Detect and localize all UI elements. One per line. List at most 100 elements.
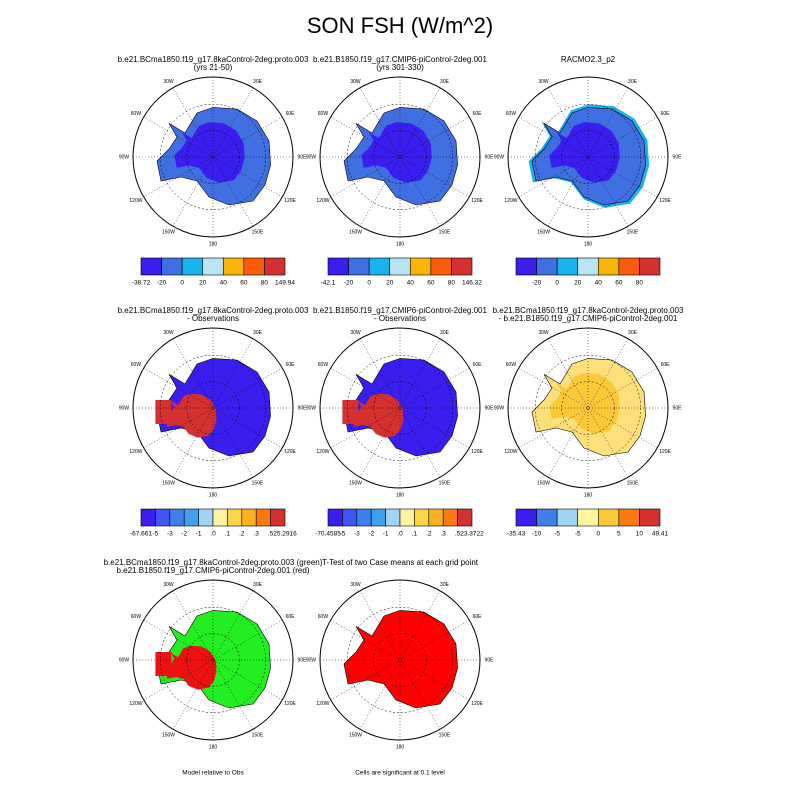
panel-title: - Observations (187, 314, 239, 323)
longitude-label: 90E (298, 405, 308, 411)
longitude-label: 90W (119, 154, 130, 160)
colorbar-label: 25.2916 (273, 531, 297, 538)
panel-title: b.e21.B1850.f19_g17.CMIP6-piControl-2deg… (313, 55, 487, 64)
longitude-label: 30W (538, 330, 549, 336)
longitude-label: 150E (627, 230, 639, 236)
colorbar-box (409, 257, 432, 276)
colorbar-label: .3 (253, 531, 259, 538)
longitude-label: 120W (504, 198, 517, 204)
colorbar-label: 0 (555, 280, 559, 287)
colorbar-box (140, 508, 156, 527)
longitude-label: 120W (316, 198, 329, 204)
colorbar-label: -3 (354, 531, 360, 538)
colorbar-label: 40 (407, 280, 415, 287)
colorbar-label: .5 (268, 531, 274, 538)
panel-title: b.e21.BCma1850.f19_g17.8kaControl-2deg.p… (493, 306, 684, 315)
longitude-label: 30E (253, 79, 263, 85)
longitude-label: 180 (209, 492, 218, 498)
colorbar-box (556, 257, 579, 276)
colorbar-label: 60 (615, 280, 623, 287)
longitude-label: 150W (162, 230, 175, 236)
colorbar-box (414, 508, 430, 527)
colorbar-label: 80 (448, 280, 456, 287)
latitude-circle (373, 130, 427, 184)
colorbar-label: -67.661 (130, 531, 152, 538)
panel-title: - Observations (374, 314, 426, 323)
longitude-label: 120E (471, 198, 483, 204)
colorbar-box (515, 257, 537, 276)
colorbar-box (428, 508, 444, 527)
longitude-label: 90W (306, 154, 317, 160)
colorbar-label: -5 (153, 531, 159, 538)
panel-title: b.e21.B1850.f19_g17.CMIP6-piControl-2deg… (313, 306, 487, 315)
longitude-label: 30W (163, 330, 174, 336)
longitude-label: 90E (485, 154, 495, 160)
map-border (319, 76, 481, 238)
longitude-label: 30E (440, 79, 450, 85)
colorbar-box (342, 508, 358, 527)
colorbar-label: 20 (574, 280, 582, 287)
colorbar-label: 40 (595, 280, 603, 287)
longitude-label: 150E (252, 481, 264, 487)
longitude-label: 60E (473, 111, 483, 117)
colorbar-box (327, 257, 349, 276)
colorbar-box (618, 257, 640, 276)
longitude-label: 150E (439, 733, 451, 739)
longitude-label: 60E (286, 362, 296, 368)
longitude-label: 60W (318, 362, 329, 368)
longitude-label: 150W (162, 481, 175, 487)
land-west (165, 645, 217, 690)
map-fill (343, 107, 458, 206)
map-border (507, 76, 669, 238)
map-panel: RACMO2.3_p2 30E 60E 90E 120E 150E 180 150W 120W 9… (494, 55, 682, 287)
colorbar-label: -20 (344, 280, 354, 287)
colorbar-box (348, 257, 370, 276)
longitude-label: 30E (628, 79, 638, 85)
latitude-circle (186, 130, 240, 184)
colorbar-box (140, 257, 162, 276)
longitude-label: 150E (627, 481, 639, 487)
colorbar-label: 60 (240, 280, 248, 287)
longitude-label: 120E (471, 701, 483, 707)
map-panel: T-Test of two Case means at each grid po… (306, 558, 494, 777)
colorbar-box (181, 257, 204, 276)
longitude-label: 60E (661, 362, 671, 368)
map-panel: b.e21.BCma1850.f19_g17.8kaControl-2deg.p… (104, 558, 323, 777)
colorbar-box (368, 257, 391, 276)
map-panel: b.e21.BCma1850.f19_g17.8kaControl-2deg.p… (118, 55, 309, 287)
colorbar-label: 0 (596, 531, 600, 538)
colorbar-box (536, 508, 558, 527)
colorbar-label: 23.3722 (460, 531, 484, 538)
map-fill (342, 358, 458, 457)
colorbar-box (264, 257, 286, 276)
map-fill (528, 104, 650, 208)
colorbar-box (451, 257, 473, 276)
colorbar-box (183, 508, 199, 527)
colorbar-label: -20 (157, 280, 167, 287)
panel-title: b.e21.BCma1850.f19_g17.8kaControl-2deg.p… (104, 558, 323, 567)
longitude-label: 120E (659, 449, 671, 455)
longitude-label: 90W (306, 657, 317, 663)
longitude-label: 30W (163, 582, 174, 588)
colorbar-label: -38.72 (132, 280, 151, 287)
longitude-label: 60E (473, 362, 483, 368)
longitude-label: 120E (471, 449, 483, 455)
longitude-label: 120E (284, 701, 296, 707)
longitude-label: 180 (396, 492, 405, 498)
longitude-label: 90W (494, 154, 505, 160)
longitude-label: 60W (131, 362, 142, 368)
colorbar-label: .3 (440, 531, 446, 538)
panel-title: b.e21.B1850.f19_g17.CMIP6-piControl-2deg… (116, 566, 309, 575)
longitude-label: 150E (439, 230, 451, 236)
map-panel: b.e21.B1850.f19_g17.CMIP6-piControl-2deg… (306, 55, 494, 287)
latitude-circle (186, 381, 240, 435)
colorbar-box (243, 257, 265, 276)
colorbar-box (577, 508, 599, 527)
colorbar-label: .0 (397, 531, 403, 538)
longitude-label: 30W (350, 582, 361, 588)
longitude-label: 30W (538, 79, 549, 85)
panel-title: T-Test of two Case means at each grid po… (322, 558, 479, 567)
panel-note: Model relative to Obs (182, 770, 244, 777)
colorbar-label: 60 (427, 280, 435, 287)
map-fill (343, 610, 458, 709)
